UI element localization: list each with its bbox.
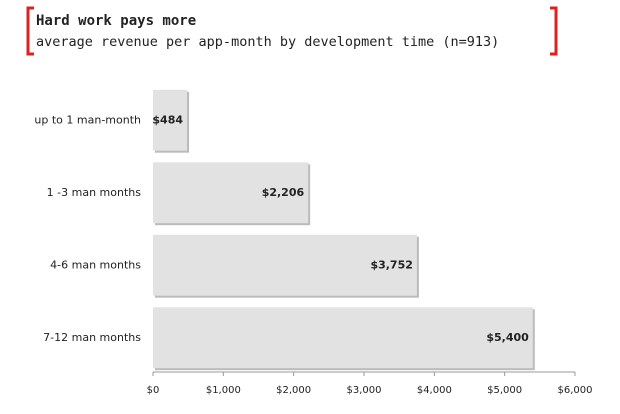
x-tick-label: $3,000 (347, 385, 382, 396)
bar (153, 162, 309, 224)
x-tick-label: $5,000 (487, 385, 522, 396)
x-tick-label: $0 (147, 385, 160, 396)
y-tick-label: 1 -3 man months (47, 186, 142, 199)
x-tick-label: $6,000 (558, 385, 593, 396)
value-label: $3,752 (370, 258, 412, 271)
chart-title: Hard work pays more (36, 13, 196, 29)
x-tick-label: $4,000 (417, 385, 452, 396)
value-label: $5,400 (486, 331, 529, 344)
y-tick-label: 7-12 man months (43, 331, 141, 344)
x-tick-label: $1,000 (206, 385, 241, 396)
bracket-right (550, 6, 558, 56)
bracket-left (26, 6, 34, 56)
x-tick-label: $2,000 (276, 385, 311, 396)
bar (153, 89, 188, 151)
chart-subtitle: average revenue per app-month by develop… (36, 34, 499, 50)
y-tick-label: up to 1 man-month (34, 113, 141, 126)
value-label: $484 (152, 113, 183, 126)
bar (153, 307, 533, 369)
y-tick-label: 4-6 man months (50, 258, 141, 271)
value-label: $2,206 (262, 186, 305, 199)
bar (153, 234, 417, 296)
